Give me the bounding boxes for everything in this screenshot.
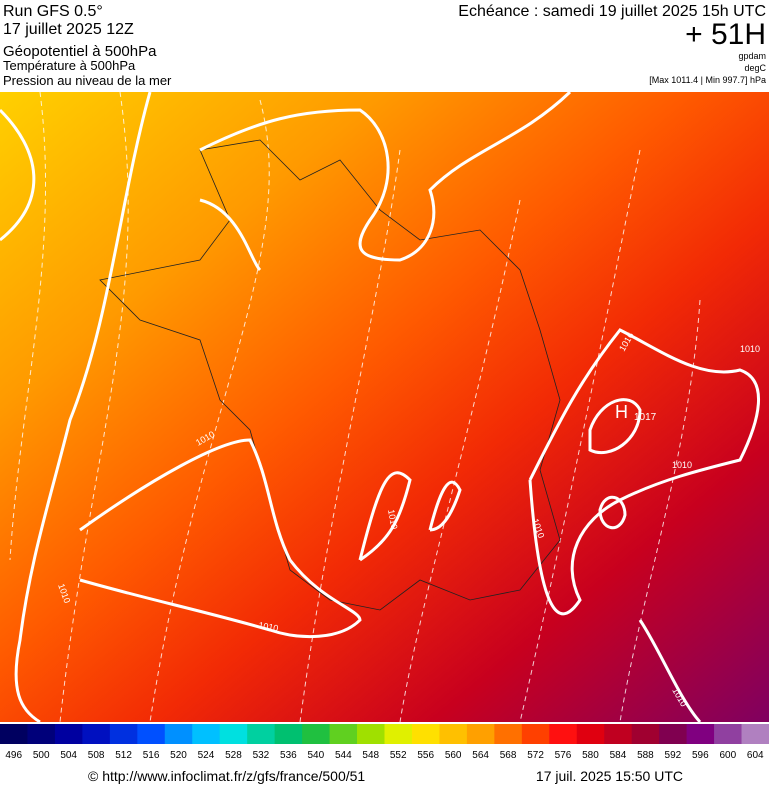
contour-label: 1010	[672, 460, 692, 470]
field: Pression au niveau de la mer	[3, 73, 172, 88]
isobar	[79, 438, 362, 639]
colorbar-swatch	[164, 724, 193, 744]
colorbar-label: 568	[500, 750, 517, 761]
contour-label: 1010	[386, 509, 399, 530]
colorbar-label: 592	[665, 750, 682, 761]
colorbar-label: 596	[692, 750, 709, 761]
colorbar-label: 508	[88, 750, 105, 761]
colorbar-swatch	[192, 724, 221, 744]
colorbar-label: 548	[362, 750, 379, 761]
colorbar-label: 604	[747, 750, 764, 761]
colorbar-label: 532	[253, 750, 270, 761]
field: Géopotentiel à 500hPa	[3, 43, 157, 60]
forecast: Echéance : samedi 19 juillet 2025 15h UT…	[458, 3, 766, 20]
colorbar-swatch	[494, 724, 523, 744]
isobar	[598, 496, 627, 529]
colorbar-swatch	[274, 724, 303, 744]
colorbar-swatch	[549, 724, 578, 744]
temperature-isolines	[9, 91, 701, 723]
contour-label: 1017	[634, 412, 657, 423]
header: Run GFS 0.5° 17 juillet 2025 12Z Géopote…	[3, 3, 767, 88]
colorbar-label: 572	[527, 750, 544, 761]
colorbar-swatch	[219, 724, 248, 744]
isobar	[0, 108, 36, 242]
colorbar: 496 500 504 508 512 516 520 524 528 532 536 540 544 5…	[0, 724, 769, 761]
colorbar-label: 584	[610, 750, 627, 761]
run-date: 17 juillet 2025 12Z	[3, 21, 134, 38]
colorbar-label: 560	[445, 750, 462, 761]
field: Température à 500hPa	[3, 58, 136, 73]
lead-time: + 51H	[685, 18, 766, 51]
colorbar-swatch	[247, 724, 276, 744]
colorbar-label: 552	[390, 750, 407, 761]
colorbar-label: 516	[143, 750, 160, 761]
map: H	[0, 90, 769, 724]
colorbar-label: 580	[582, 750, 599, 761]
colorbar-label: 520	[170, 750, 187, 761]
colorbar-label: 564	[472, 750, 489, 761]
colorbar-swatch	[82, 724, 111, 744]
colorbar-swatch	[466, 724, 495, 744]
colorbar-swatch	[302, 724, 331, 744]
colorbar-label: 556	[417, 750, 434, 761]
colorbar-swatch	[329, 724, 358, 744]
france-outline	[99, 139, 561, 611]
colorbar-swatch	[27, 724, 56, 744]
high-pressure: H	[615, 402, 628, 422]
colorbar-swatch	[439, 724, 468, 744]
colorbar-label: 500	[33, 750, 50, 761]
colorbar-swatch	[714, 724, 743, 744]
contour-label: 1010	[258, 620, 279, 633]
colorbar-label: 600	[719, 750, 736, 761]
colorbar-swatch	[686, 724, 715, 744]
colorbar-swatch	[521, 724, 550, 744]
source: © http://www.infoclimat.fr/z/gfs/france/…	[88, 768, 365, 784]
colorbar-swatch	[109, 724, 138, 744]
colorbar-label: 524	[198, 750, 215, 761]
contour-label: 1010	[740, 344, 760, 354]
colorbar-swatch	[137, 724, 166, 744]
isobar	[588, 398, 642, 455]
colorbar-label: 504	[60, 750, 77, 761]
colorbar-swatch	[604, 724, 633, 744]
colorbar-label: 528	[225, 750, 242, 761]
colorbar-swatch	[54, 724, 83, 744]
colorbar-swatch	[0, 724, 28, 744]
pressure-range: [Max 1011.4 | Min 997.7] hPa	[649, 75, 766, 85]
isobar	[358, 471, 412, 562]
colorbar-swatch	[411, 724, 440, 744]
colorbar-swatch	[659, 724, 688, 744]
run: Run GFS 0.5°	[3, 3, 103, 20]
colorbar-label: 536	[280, 750, 297, 761]
isobar	[638, 619, 702, 724]
unit: gpdam	[738, 51, 766, 61]
colorbar-swatch	[741, 724, 769, 744]
map-background	[0, 92, 769, 722]
colorbar-label: 576	[555, 750, 572, 761]
colorbar-label: 544	[335, 750, 352, 761]
isobar	[528, 328, 761, 616]
colorbar-swatch	[576, 724, 605, 744]
colorbar-label: 496	[5, 750, 22, 761]
colorbar-label: 588	[637, 750, 654, 761]
timestamp: 17 juil. 2025 15:50 UTC	[536, 768, 683, 784]
colorbar-label: 512	[115, 750, 132, 761]
isobar	[199, 198, 262, 272]
colorbar-label: 540	[307, 750, 324, 761]
isobar	[14, 91, 152, 724]
isobar	[199, 90, 572, 262]
isobar	[428, 480, 462, 532]
footer: © http://www.infoclimat.fr/z/gfs/france/…	[88, 768, 683, 784]
colorbar-swatch	[631, 724, 660, 744]
colorbar-swatch	[384, 724, 413, 744]
colorbar-swatch	[357, 724, 385, 744]
unit: degC	[744, 63, 766, 73]
